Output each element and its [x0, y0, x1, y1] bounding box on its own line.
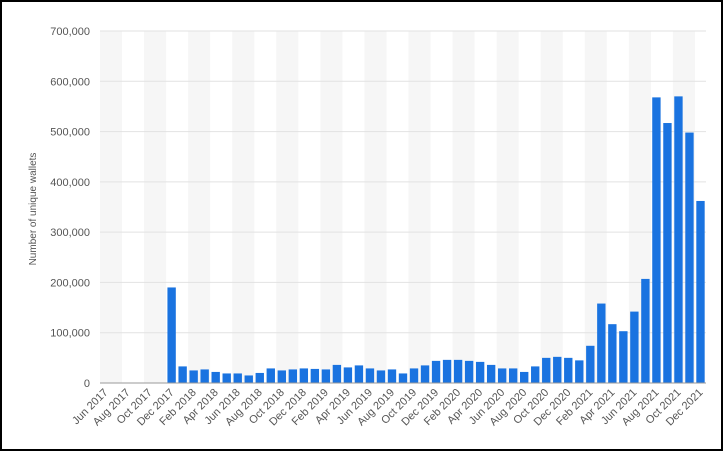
bar [233, 373, 242, 383]
background-band [276, 31, 299, 383]
bar [597, 303, 606, 383]
bar [508, 368, 518, 383]
background-band [496, 31, 519, 383]
bar [288, 369, 298, 383]
background-band [232, 31, 255, 383]
bar [453, 359, 463, 383]
background-band [100, 31, 123, 383]
bar [564, 357, 573, 383]
background-band [144, 31, 167, 383]
bar [575, 360, 584, 383]
bar [189, 370, 198, 383]
bar [553, 356, 562, 383]
bar [630, 311, 639, 383]
bar [486, 364, 496, 383]
background-band [452, 31, 475, 383]
bar [696, 200, 705, 383]
bar [685, 132, 694, 383]
background-band [364, 31, 387, 383]
y-tick-label: 100,000 [50, 328, 90, 340]
y-axis-title: Number of unique wallets [28, 153, 39, 266]
bar [266, 368, 275, 383]
bar [244, 375, 253, 383]
background-band [584, 31, 607, 383]
bar [200, 369, 209, 383]
bar [178, 366, 187, 383]
bar [299, 368, 309, 383]
background-band [540, 31, 563, 383]
y-tick-label: 300,000 [50, 227, 90, 239]
y-tick-label: 700,000 [50, 26, 90, 38]
y-tick-label: 600,000 [50, 76, 90, 88]
bar [652, 97, 661, 384]
y-tick-label: 200,000 [50, 277, 90, 289]
bar [376, 370, 386, 383]
background-band [408, 31, 431, 383]
bar [497, 368, 507, 383]
y-tick-label: 400,000 [50, 177, 90, 189]
bar [211, 371, 220, 383]
bar [354, 365, 364, 383]
bar [520, 371, 529, 383]
bar [641, 278, 650, 383]
bar [321, 369, 331, 383]
bar [542, 357, 551, 383]
bar [310, 368, 320, 383]
bar [475, 361, 485, 383]
y-tick-label: 500,000 [50, 127, 90, 139]
bar [531, 366, 540, 383]
bar [343, 367, 353, 383]
bar [409, 368, 419, 383]
bar [464, 360, 474, 383]
bar [608, 324, 617, 383]
bar [663, 123, 672, 383]
bar [222, 373, 231, 383]
bar [674, 96, 683, 383]
bar [167, 287, 176, 383]
y-tick-label: 0 [84, 378, 90, 390]
bar [255, 372, 264, 383]
bar [398, 373, 408, 383]
bar [387, 369, 397, 383]
bar [277, 370, 286, 383]
bar [442, 359, 452, 383]
background-band [320, 31, 343, 383]
bar [420, 365, 430, 383]
bar [365, 368, 375, 383]
bar [586, 345, 595, 383]
bar [332, 364, 342, 383]
background-band [188, 31, 211, 383]
bar [431, 360, 441, 383]
bar [619, 331, 628, 383]
